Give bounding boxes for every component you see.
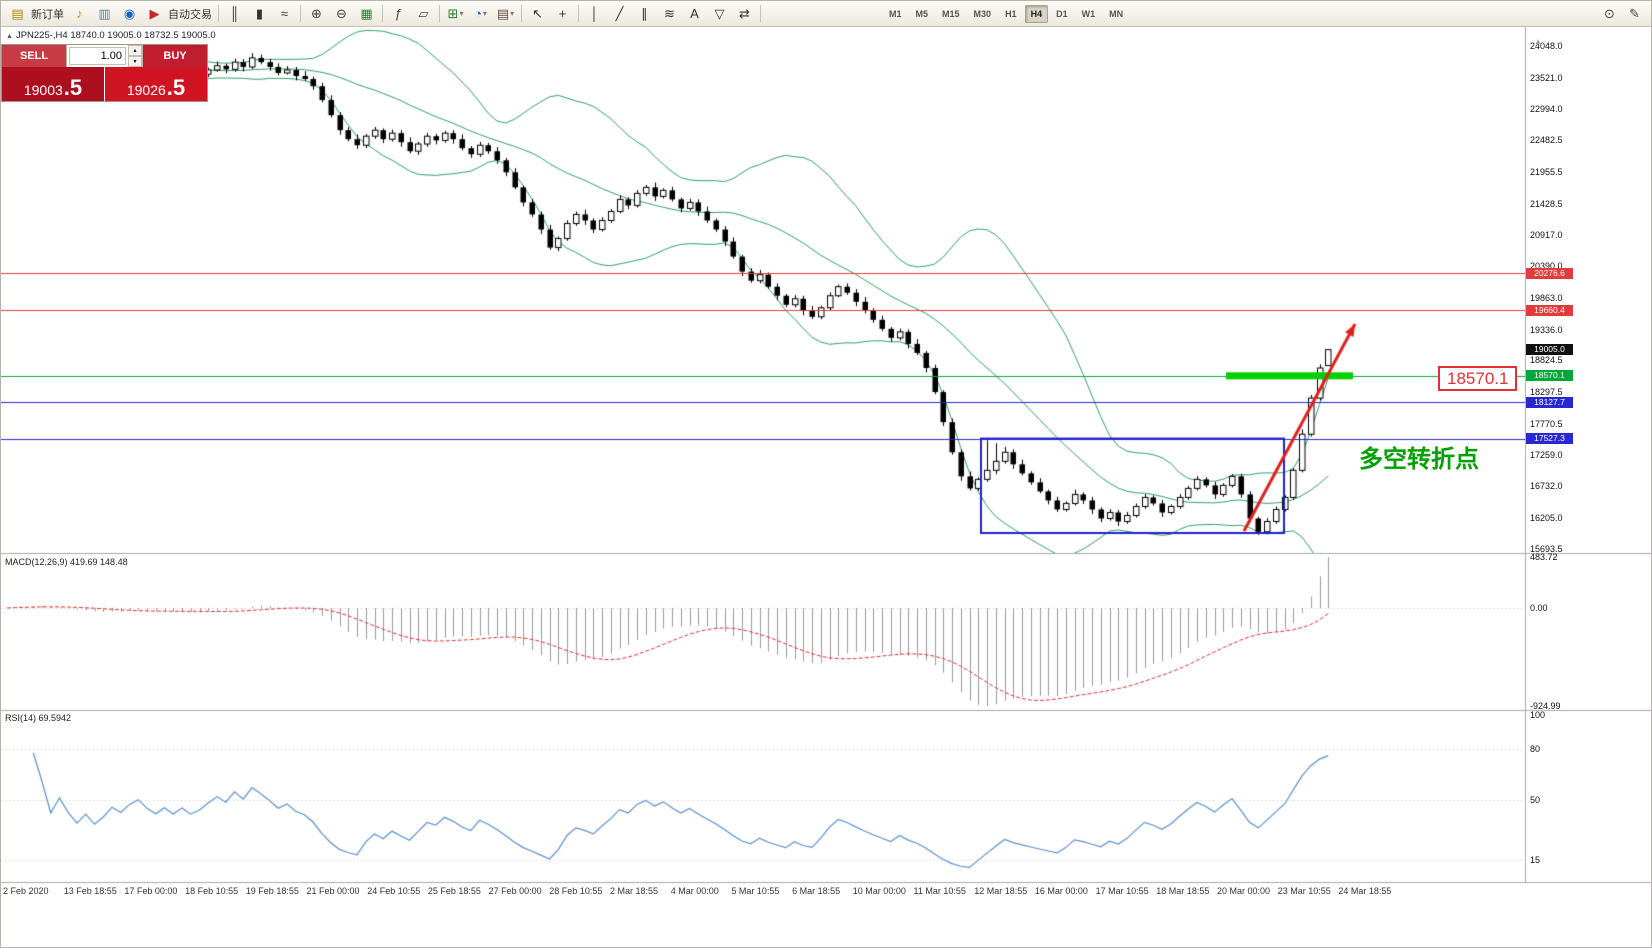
new-chart-icon: ⊞	[447, 6, 459, 21]
timeframe-H4[interactable]: H4	[1024, 4, 1049, 23]
edit-button[interactable]: ✎	[1622, 3, 1647, 25]
timeframe-group: M1 M5 M15 M30 H1 H4 D1 W1 MN	[882, 4, 1130, 23]
sound-alert-icon-icon: ♪	[76, 6, 83, 21]
sell-price-fraction: .5	[63, 75, 83, 100]
channel-button[interactable]: ∥	[632, 3, 657, 25]
candlestick-chart-icon: ▮	[255, 6, 264, 21]
dropdown-arrow-icon[interactable]: ▾	[482, 9, 487, 18]
scroll-indicator-icon[interactable]: ▲	[1534, 37, 1542, 46]
zoom-in-icon: ⊕	[311, 6, 322, 21]
dropdown-arrow-icon[interactable]: ▾	[510, 9, 515, 18]
toolbar-separator	[300, 5, 301, 22]
symbol-ohlc-text: JPN225-,H4 18740.0 19005.0 18732.5 19005…	[15, 30, 216, 41]
timeframe-M15[interactable]: M15	[942, 8, 960, 19]
profiles-button[interactable]: ▥	[92, 3, 117, 25]
zoom-out-icon: ⊖	[336, 6, 347, 21]
channel-icon: ∥	[641, 6, 648, 21]
fibonacci-button[interactable]: ≋	[657, 3, 682, 25]
cursor-icon: ↖	[532, 6, 543, 21]
search-button[interactable]: ⊙	[1597, 3, 1622, 25]
grid-icon: ▦	[360, 6, 373, 21]
timeframe-D1[interactable]: D1	[1056, 8, 1068, 19]
new-order-button-label: 新订单	[31, 8, 64, 21]
shapes-button[interactable]: ▽	[707, 3, 732, 25]
new-chart-button[interactable]: ⊞ ▾	[443, 3, 468, 25]
trendline-button[interactable]: ╱	[607, 3, 632, 25]
shapes-icon: ▽	[714, 6, 725, 21]
edit-icon: ✎	[1629, 6, 1640, 21]
toolbar-separator	[439, 5, 440, 22]
trade-panel-toggle-icon[interactable]: ▲	[6, 33, 13, 40]
line-chart-button[interactable]: ≈	[272, 3, 297, 25]
template-button[interactable]: ▤ ▾	[493, 3, 518, 25]
toolbar-separator	[760, 5, 761, 22]
vertical-line-button[interactable]: │	[582, 3, 607, 25]
objects-list-icon: ▱	[418, 6, 429, 21]
volume-input[interactable]	[69, 47, 126, 65]
indicators-button[interactable]: ƒ	[386, 3, 411, 25]
arrows-icon: ⇄	[739, 6, 750, 21]
bar-chart-icon: ║	[229, 6, 240, 21]
toolbar-separator	[521, 5, 522, 22]
bar-chart-button[interactable]: ║	[222, 3, 247, 25]
text-label-button[interactable]: A	[682, 3, 707, 25]
indicators-icon: ƒ	[394, 6, 403, 21]
grid-button[interactable]: ▦	[354, 3, 379, 25]
new-order-icon: ▤	[11, 6, 24, 21]
sell-button[interactable]: SELL	[2, 45, 66, 67]
sell-price-value: 19003	[23, 82, 63, 98]
trendline-icon: ╱	[615, 6, 624, 21]
period-button[interactable]: ◔ ▾	[468, 3, 493, 25]
timeframe-H1[interactable]: H1	[1005, 8, 1017, 19]
timeframe-W1[interactable]: W1	[1081, 8, 1096, 19]
line-chart-icon: ≈	[280, 6, 289, 21]
sell-price-button[interactable]: 19003 .5	[2, 67, 104, 101]
profiles-icon: ▥	[98, 6, 111, 21]
toolbar-right-group: ⊙ ✎	[1597, 3, 1647, 25]
volume-down-button[interactable]: ▾	[128, 56, 142, 67]
sound-alert-icon[interactable]: ♪	[67, 3, 92, 25]
auto-trading-icon: ▶	[149, 6, 160, 21]
buy-price-fraction: .5	[166, 75, 186, 100]
arrows-button[interactable]: ⇄	[732, 3, 757, 25]
community-icon: ◉	[123, 6, 136, 21]
toolbar-separator	[578, 5, 579, 22]
toolbar: ▤ 新订单 ♪ ▥ ◉ ▶ 自动交易 ║ ▮ ≈ ⊕ ⊖ ▦ ƒ ▱ ⊞ ▾ ◔ ▾ ▤ ▾ ↖ + │ ╱ ∥ ≋ A ▽ ⇄ M1 M5 M…	[1, 1, 1651, 27]
template-icon: ▤	[496, 6, 510, 21]
dropdown-arrow-icon[interactable]: ▾	[459, 9, 464, 18]
auto-trading-button-label: 自动交易	[168, 8, 212, 21]
fibonacci-icon: ≋	[664, 6, 675, 21]
search-icon: ⊙	[1604, 6, 1615, 21]
turning-point-annotation: 多空转折点	[1359, 446, 1479, 473]
timeframe-M5[interactable]: M5	[915, 8, 929, 19]
price-callout[interactable]: 18570.1	[1438, 366, 1518, 391]
period-icon: ◔	[474, 6, 482, 21]
timeframe-MN[interactable]: MN	[1109, 8, 1124, 19]
timeframe-M1[interactable]: M1	[889, 8, 902, 19]
candlestick-chart-button[interactable]: ▮	[247, 3, 272, 25]
crosshair-icon: +	[558, 6, 567, 21]
text-label-icon: A	[690, 6, 699, 21]
community-button[interactable]: ◉	[117, 3, 142, 25]
volume-spinner: ▴ ▾	[66, 45, 143, 67]
crosshair-button[interactable]: +	[550, 3, 575, 25]
objects-list-button[interactable]: ▱	[411, 3, 436, 25]
buy-price-value: 19026	[126, 82, 166, 98]
zoom-in-button[interactable]: ⊕	[304, 3, 329, 25]
buy-button[interactable]: BUY	[143, 45, 207, 67]
zoom-out-button[interactable]: ⊖	[329, 3, 354, 25]
toolbar-separator	[382, 5, 383, 22]
cursor-button[interactable]: ↖	[525, 3, 550, 25]
new-order-button[interactable]: ▤	[5, 3, 30, 25]
one-click-trading-panel: SELL ▴ ▾ BUY 19003 .5 19026 .5	[1, 44, 208, 102]
buy-price-button[interactable]: 19026 .5	[105, 67, 207, 101]
auto-trading-button[interactable]: ▶	[142, 3, 167, 25]
symbol-ohlc-label: ▲ JPN225-,H4 18740.0 19005.0 18732.5 1900…	[6, 30, 216, 41]
toolbar-separator	[218, 5, 219, 22]
timeframe-M30[interactable]: M30	[973, 8, 992, 19]
vertical-line-icon: │	[590, 6, 599, 21]
volume-up-button[interactable]: ▴	[128, 45, 142, 56]
